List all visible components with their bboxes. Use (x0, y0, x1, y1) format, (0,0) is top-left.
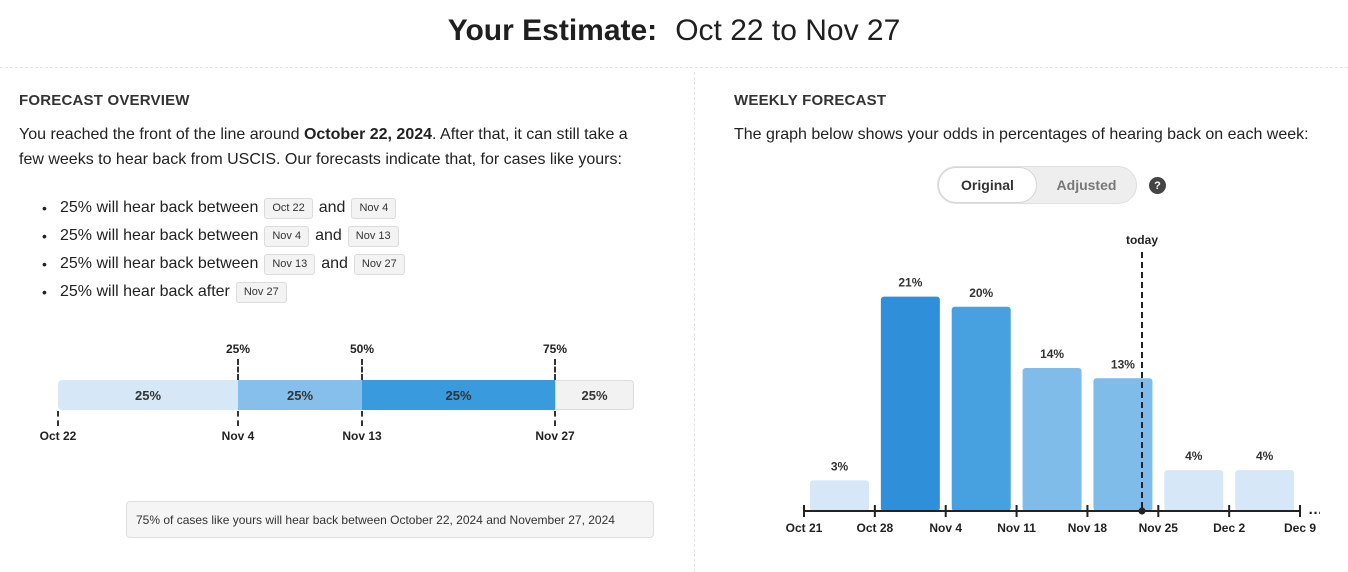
summary-note: 75% of cases like yours will hear back b… (126, 501, 654, 538)
date-chip: Oct 22 (264, 197, 313, 219)
quartile-marker-tick (554, 359, 557, 380)
date-chip: Nov 4 (351, 197, 397, 219)
date-chip: Nov 13 (264, 253, 316, 275)
original-toggle-button[interactable]: Original (938, 167, 1037, 203)
page-title: Your Estimate: Oct 22 to Nov 27 (0, 0, 1348, 62)
bar-value-label: 4% (1185, 449, 1203, 463)
range-and: and (321, 255, 348, 272)
date-chip: Nov 4 (264, 225, 310, 247)
quartile-segment: 25% (58, 380, 238, 410)
weekly-forecast-title: WEEKLY FORECAST (734, 92, 887, 109)
column-divider (694, 72, 695, 572)
list-item: • 25% will hear back between Nov 4 and N… (42, 222, 411, 250)
range-text: 25% will hear back between (60, 255, 259, 272)
intro-text-1: You reached the front of the line around (19, 126, 304, 143)
bar-value-label: 14% (1040, 347, 1064, 361)
bar-value-label: 20% (969, 286, 993, 300)
range-text: 25% will hear back between (60, 199, 259, 216)
bar-value-label: 21% (898, 276, 922, 290)
estimate-label: Your Estimate: (447, 14, 658, 47)
x-tick-label: Dec 9 (1284, 521, 1316, 535)
intro-text-2: . After that, it can still take a (432, 126, 628, 143)
axis-continuation-icon: … (1308, 501, 1320, 518)
quartile-bar: 25% 25% 25% 25% (58, 380, 634, 410)
estimate-header: Your Estimate: Oct 22 to Nov 27 (0, 0, 1348, 68)
x-tick-label: Nov 18 (1068, 521, 1108, 535)
date-chip: Nov 27 (235, 281, 287, 303)
date-chip: Nov 13 (347, 225, 399, 247)
quartile-marker-label: 25% (225, 342, 251, 356)
list-item: • 25% will hear back between Nov 13 and … (42, 250, 411, 278)
overview-intro: You reached the front of the line around… (19, 122, 659, 172)
bullet-icon: • (42, 200, 47, 216)
x-tick-label: Oct 28 (857, 521, 894, 535)
bullet-icon: • (42, 228, 47, 244)
x-tick-label: Nov 11 (997, 521, 1036, 535)
quartile-date-label: Oct 22 (39, 429, 77, 443)
range-text: 25% will hear back after (60, 283, 230, 300)
help-icon[interactable]: ? (1149, 177, 1166, 194)
weekly-bar (1235, 470, 1295, 511)
quartile-date-tick (57, 411, 59, 426)
adjusted-toggle-button[interactable]: Adjusted (1056, 177, 1117, 193)
quartile-date-label: Nov 4 (221, 429, 255, 443)
bar-value-label: 3% (831, 459, 849, 473)
weekly-bar (951, 306, 1011, 511)
weekly-bar (1164, 470, 1224, 511)
x-tick-label: Nov 25 (1139, 521, 1179, 535)
list-item: • 25% will hear back between Oct 22 and … (42, 194, 411, 222)
quartile-marker-label: 50% (349, 342, 375, 356)
date-chip: Nov 27 (353, 253, 405, 275)
weekly-bar (1093, 378, 1153, 511)
x-tick-label: Dec 2 (1213, 521, 1245, 535)
quartile-segment: 25% (362, 380, 556, 410)
estimate-range: Oct 22 to Nov 27 (675, 14, 901, 47)
quartile-segment: 25% (555, 380, 634, 410)
weekly-forecast-chart: 3% 21% 20% 14% 13% 4% 4% … Oct 21 Oct 28 Nov 4 Nov … (786, 233, 1320, 535)
range-and: and (315, 227, 342, 244)
forecast-mode-toggle: Original Adjusted (937, 166, 1137, 204)
weekly-bar (1022, 368, 1082, 511)
weekly-bar (880, 296, 940, 511)
range-and: and (318, 199, 346, 216)
quartile-date-tick (361, 411, 363, 426)
range-list: • 25% will hear back between Oct 22 and … (42, 194, 411, 306)
weekly-description: The graph below shows your odds in perce… (734, 126, 1309, 143)
intro-text-3: few weeks to hear back from USCIS. Our f… (19, 151, 622, 168)
bar-value-label: 13% (1111, 357, 1135, 371)
quartile-marker-label: 75% (543, 342, 568, 356)
x-tick-label: Nov 4 (929, 521, 962, 535)
bar-value-label: 4% (1256, 449, 1274, 463)
intro-date: October 22, 2024 (303, 126, 433, 143)
today-marker (1138, 507, 1146, 515)
quartile-date-label: Nov 13 (342, 429, 382, 443)
bullet-icon: • (42, 256, 47, 272)
quartile-date-label: Nov 27 (535, 429, 575, 443)
quartile-date-tick (237, 411, 239, 426)
summary-text: 75% of cases like yours will hear back b… (136, 512, 615, 527)
quartile-marker-tick (237, 359, 239, 380)
quartile-marker-tick (361, 359, 363, 380)
weekly-bar (810, 480, 869, 511)
forecast-overview-title: FORECAST OVERVIEW (19, 92, 190, 109)
range-text: 25% will hear back between (60, 227, 259, 244)
today-label: today (1126, 233, 1158, 247)
bullet-icon: • (42, 284, 47, 300)
list-item: • 25% will hear back after Nov 27 (42, 278, 411, 306)
quartile-segment: 25% (238, 380, 362, 410)
x-tick-label: Oct 21 (786, 521, 823, 535)
quartile-date-tick (554, 411, 557, 426)
